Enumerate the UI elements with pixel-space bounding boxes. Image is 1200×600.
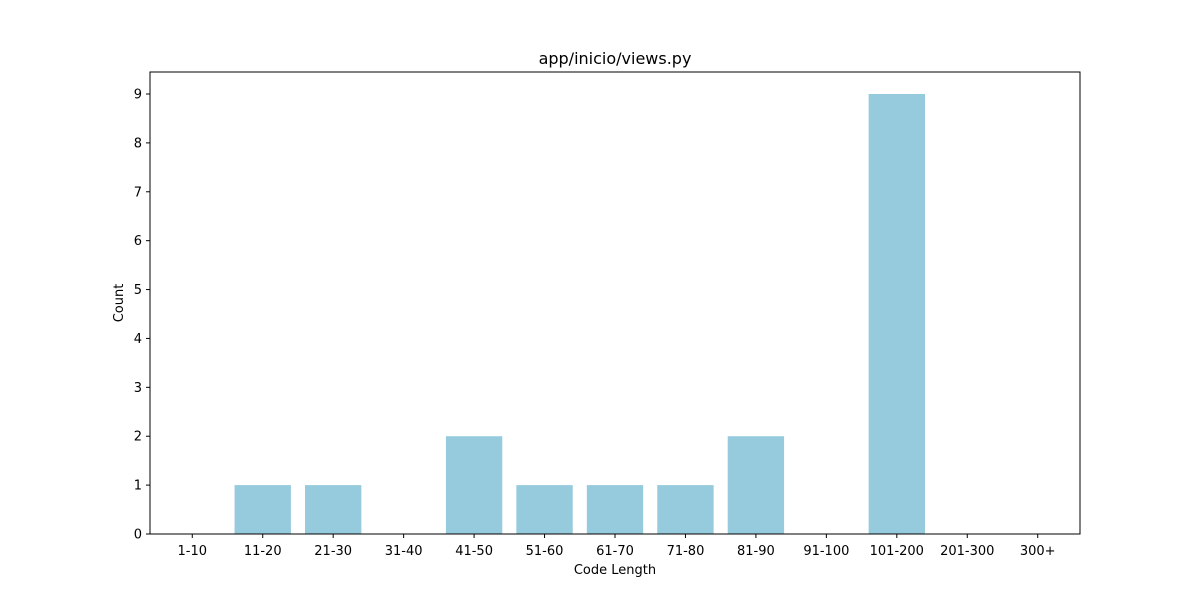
x-tick-label: 101-200 (870, 544, 924, 559)
x-tick-label: 61-70 (596, 544, 634, 559)
bar-71-80 (657, 485, 714, 534)
x-tick-label: 11-20 (244, 544, 282, 559)
x-tick-label: 1-10 (178, 544, 208, 559)
y-tick-label: 0 (134, 528, 142, 543)
plot-frame (149, 71, 1081, 535)
chart-title: app/inicio/views.py (539, 49, 692, 68)
bar-51-60 (516, 485, 573, 534)
x-tick-label: 31-40 (385, 544, 423, 559)
y-axis-label: Count (112, 284, 127, 323)
y-axis-ticks: 0 1 2 3 4 5 6 7 8 9 (134, 88, 150, 543)
x-tick-label: 41-50 (455, 544, 493, 559)
y-tick-label: 3 (134, 381, 142, 396)
bar-11-20 (234, 485, 291, 534)
bar-61-70 (586, 485, 644, 534)
x-tick-label: 81-90 (737, 544, 775, 559)
y-tick-label: 9 (134, 88, 142, 103)
y-tick-label: 1 (134, 479, 142, 494)
x-axis-ticks: 1-10 11-20 21-30 31-40 41-50 51-60 61-70 71-80 8… (178, 534, 1056, 559)
x-tick-label: 21-30 (314, 544, 352, 559)
x-tick-label: 51-60 (526, 544, 564, 559)
bars-group (234, 94, 925, 534)
y-tick-label: 6 (134, 234, 142, 249)
y-tick-label: 4 (134, 332, 142, 347)
x-tick-label: 201-300 (940, 544, 994, 559)
bar-21-30 (305, 485, 362, 534)
bar-81-90 (727, 436, 785, 534)
x-tick-label: 300+ (1020, 544, 1056, 559)
x-tick-label: 91-100 (803, 544, 849, 559)
x-tick-label: 71-80 (667, 544, 705, 559)
bar-41-50 (445, 436, 503, 534)
y-tick-label: 2 (134, 430, 142, 445)
y-tick-label: 5 (134, 283, 142, 298)
x-axis-label: Code Length (574, 563, 656, 578)
y-tick-label: 8 (134, 136, 142, 151)
y-tick-label: 7 (134, 185, 142, 200)
bar-101-200 (868, 94, 925, 534)
